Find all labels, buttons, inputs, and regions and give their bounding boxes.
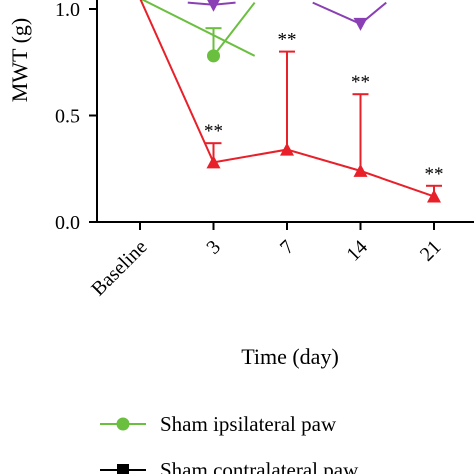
series: ** ** ** **	[139, 0, 444, 203]
series	[141, 0, 256, 63]
series-line	[312, 1, 387, 26]
y-axis-label: MWT (g)	[7, 18, 32, 103]
legend-item: Sham contralateral paw	[100, 458, 359, 474]
data-point	[207, 0, 220, 12]
data-point	[206, 155, 221, 169]
significance-label: **	[351, 72, 370, 93]
x-tick-label: 3	[202, 236, 225, 259]
legend-label: Sham contralateral paw	[160, 458, 359, 474]
series-line	[212, 1, 256, 57]
series-layer: ** ** ** **	[139, 0, 444, 203]
data-point	[280, 142, 294, 156]
data-point	[353, 17, 368, 31]
x-tick-label: 7	[276, 236, 299, 259]
x-tick-label: 21	[416, 236, 446, 266]
axes: 0.0 0.5 1.0 Baseline 3 7 14 21	[55, 0, 474, 300]
legend-marker	[116, 417, 130, 431]
x-axis-label: Time (day)	[241, 344, 339, 369]
x-tick-label: Baseline	[87, 236, 151, 300]
data-point	[427, 189, 441, 203]
y-tick-label: 0.5	[55, 106, 80, 128]
y-tick-label: 0.0	[55, 212, 80, 234]
legend-marker	[117, 464, 129, 474]
data-point	[207, 49, 220, 63]
x-tick-label: 14	[342, 236, 372, 266]
series	[187, 0, 387, 31]
legend: Sham ipsilateral paw Sham contralateral p…	[100, 412, 359, 474]
significance-label: **	[204, 121, 223, 142]
significance-label: **	[278, 30, 297, 51]
y-tick-label: 1.0	[55, 0, 80, 21]
series-line	[141, 0, 256, 57]
data-point	[353, 163, 368, 177]
legend-item: Sham ipsilateral paw	[100, 412, 337, 436]
legend-label: Sham ipsilateral paw	[160, 412, 337, 436]
significance-label: **	[425, 164, 444, 185]
